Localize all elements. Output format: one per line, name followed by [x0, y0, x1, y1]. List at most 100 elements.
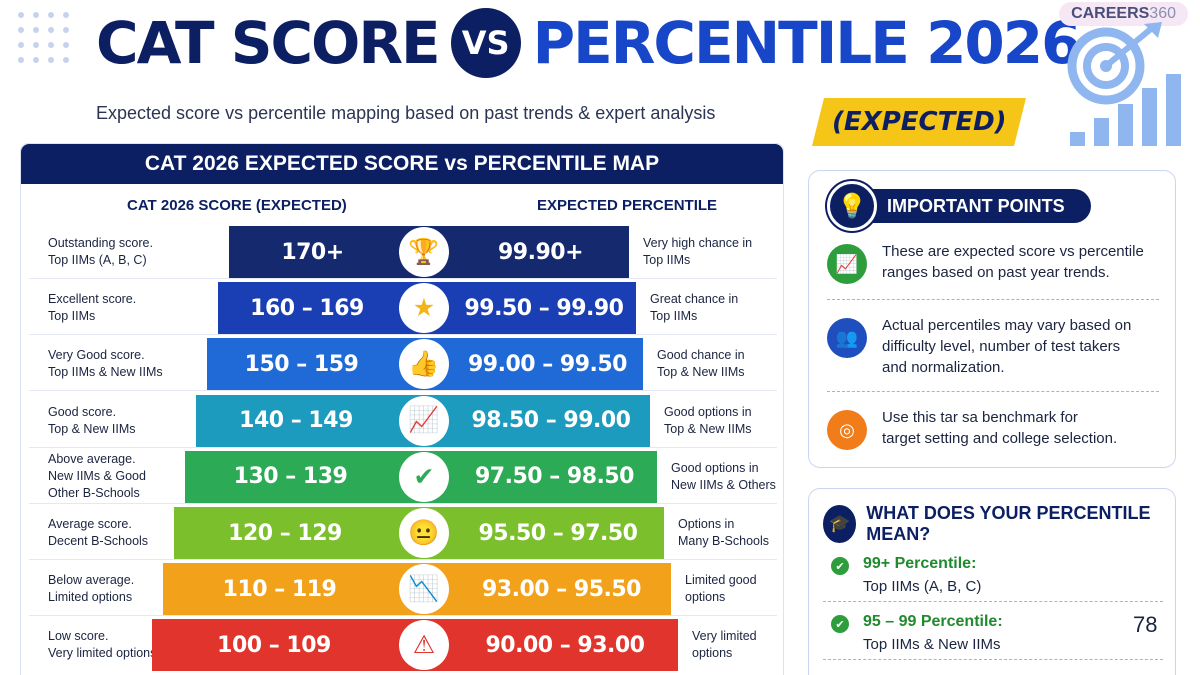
row-divider	[29, 559, 777, 560]
vs-badge: VS	[450, 8, 521, 78]
users-icon: 👥	[827, 318, 867, 358]
row-description: Average score. Decent B-Schools	[48, 516, 148, 550]
row-description-line: Above average.	[48, 452, 136, 467]
thumbs-up-icon: 👍	[399, 339, 449, 390]
decorative-dots	[18, 12, 72, 66]
row-outcome-line: Good chance in	[657, 348, 745, 363]
row-description-line: Top IIMs	[48, 309, 96, 324]
row-description-line: Below average.	[48, 573, 135, 588]
row-outcome-line: Top IIMs	[650, 309, 698, 324]
row-outcome: Limited good options	[685, 572, 757, 606]
brand-number: 360	[1149, 5, 1176, 22]
row-description: Below average. Limited options	[48, 572, 134, 606]
important-points-header: 💡 IMPORTANT POINTS	[827, 181, 1091, 231]
score-range: 110 – 119	[222, 576, 337, 602]
percentile-range: 98.50 – 99.00	[471, 408, 632, 434]
score-range: 150 – 159	[244, 351, 359, 377]
percentile-range: 93.00 – 95.50	[482, 576, 642, 602]
row-outcome: Good chance in Top & New IIMs	[657, 347, 745, 381]
check-circle-icon: ✔	[831, 615, 849, 633]
important-point-line: difficulty level, number of test takers	[882, 338, 1121, 355]
row-description: Good score. Top & New IIMs	[48, 404, 136, 438]
important-points-title: IMPORTANT POINTS	[869, 189, 1091, 223]
map-row: Outstanding score. Top IIMs (A, B, C) 170+…	[21, 224, 785, 280]
percentile-meaning-header: 🎓 WHAT DOES YOUR PERCENTILE MEAN?	[823, 503, 1175, 545]
percentile-column-header: EXPECTED PERCENTILE	[537, 197, 718, 214]
row-outcome: Good options in Top & New IIMs	[664, 404, 752, 438]
score-band: 160 – 169 ★ 99.50 – 99.90	[218, 282, 636, 335]
score-range: 140 – 149	[239, 408, 353, 434]
score-range: 170+	[281, 239, 344, 265]
map-row: Low score. Very limited options 100 – 109 ⚠…	[21, 617, 785, 673]
chart-up-icon: 📈	[827, 244, 867, 284]
important-point-line: target setting and college selection.	[882, 430, 1118, 447]
score-band: 120 – 129 😐 95.50 – 97.50	[174, 507, 664, 559]
row-divider	[29, 278, 777, 279]
row-description: Excellent score. Top IIMs	[48, 291, 136, 325]
row-outcome-line: options	[692, 646, 733, 661]
important-point-text: Use this tar sa benchmark for target sett…	[882, 407, 1117, 449]
title-right: PERCENTILE 2026	[532, 9, 1082, 77]
page-number: 78	[1133, 612, 1158, 637]
row-outcome: Options in Many B-Schools	[678, 516, 769, 550]
map-row: Good score. Top & New IIMs 140 – 149 📈 98.50…	[21, 393, 785, 449]
important-point-line: and normalization.	[882, 359, 1005, 376]
row-description-line: Excellent score.	[48, 292, 137, 307]
score-range: 160 – 169	[250, 295, 364, 321]
row-description-line: Average score.	[48, 517, 132, 531]
row-divider	[29, 446, 777, 448]
percentile-meaning-head: 99+ Percentile:	[863, 555, 977, 572]
percentile-range: 99.50 – 99.90	[464, 295, 625, 321]
important-point-text: Actual percentiles may vary based on diff…	[882, 315, 1131, 378]
percentile-meaning-title: WHAT DOES YOUR PERCENTILE MEAN?	[866, 503, 1151, 544]
percentile-meaning-card: 🎓 WHAT DOES YOUR PERCENTILE MEAN? ✔ 99+ P…	[808, 488, 1176, 675]
percentile-meaning-sub: Top IIMs & New IIMs	[863, 636, 1001, 653]
row-outcome-line: Good options in	[671, 460, 759, 475]
down-trend-icon: 📉	[399, 564, 449, 615]
row-description-line: Top IIMs & New IIMs	[48, 365, 163, 380]
row-outcome-line: Top IIMs	[643, 253, 691, 267]
row-outcome-line: Good options in	[664, 404, 752, 419]
subtitle: Expected score vs percentile mapping bas…	[96, 103, 716, 123]
row-outcome-line: Very limited	[692, 629, 757, 644]
row-description-line: Top IIMs (A, B, C)	[48, 253, 147, 267]
row-divider	[29, 615, 777, 617]
map-row: Above average. New IIMs & Good Other B-Sch…	[21, 449, 785, 505]
page-title: CAT SCORE VS PERCENTILE 2026	[96, 8, 1082, 78]
row-outcome-line: Great chance in	[650, 292, 739, 307]
score-band: 110 – 119 📉 93.00 – 95.50	[163, 563, 671, 616]
map-title: CAT 2026 EXPECTED SCORE vs PERCENTILE MA…	[21, 144, 783, 184]
row-outcome: Good options in New IIMs & Others	[671, 460, 776, 494]
important-point-line: Actual percentiles may vary based on	[882, 317, 1132, 334]
percentile-range: 95.50 – 97.50	[478, 520, 639, 546]
important-point-line: ranges based on past year trends.	[882, 264, 1110, 281]
point-divider	[827, 299, 1159, 300]
row-description: Very Good score. Top IIMs & New IIMs	[48, 347, 163, 381]
lightbulb-icon: 💡	[827, 181, 877, 231]
score-band: 170+ 🏆 99.90+	[229, 226, 629, 278]
meaning-divider	[823, 601, 1163, 602]
important-points-card: 💡 IMPORTANT POINTS 📈 These are expected s…	[808, 170, 1176, 468]
important-point: ◎ Use this tar sa benchmark for target set…	[827, 407, 1159, 450]
important-point-text: These are expected score vs percentile ra…	[882, 241, 1144, 283]
row-description-line: Decent B-Schools	[48, 534, 149, 548]
trend-chart-icon: 📈	[399, 395, 449, 446]
meaning-divider	[823, 659, 1163, 660]
row-outcome-line: Options in	[678, 517, 735, 531]
check-icon: ✔	[399, 451, 449, 502]
important-point-line: Use this tar sa benchmark for	[882, 409, 1078, 426]
row-description-line: Outstanding score.	[48, 236, 153, 250]
row-outcome-line: Top & New IIMs	[657, 365, 745, 380]
important-point: 👥 Actual percentiles may vary based on dif…	[827, 315, 1159, 378]
point-divider	[827, 391, 1159, 392]
score-band: 140 – 149 📈 98.50 – 99.00	[196, 394, 650, 447]
target-growth-icon	[1067, 22, 1181, 146]
row-outcome: Great chance in Top IIMs	[650, 291, 738, 325]
map-row: Excellent score. Top IIMs 160 – 169 ★ 99.50 …	[21, 280, 785, 336]
row-divider	[29, 334, 777, 336]
row-description-line: Very Good score.	[48, 348, 145, 363]
row-description-line: Other B-Schools	[48, 486, 140, 501]
row-outcome-line: New IIMs & Others	[671, 477, 776, 492]
map-row: Very Good score. Top IIMs & New IIMs 150 –…	[21, 336, 785, 392]
neutral-face-icon: 😐	[399, 508, 449, 558]
